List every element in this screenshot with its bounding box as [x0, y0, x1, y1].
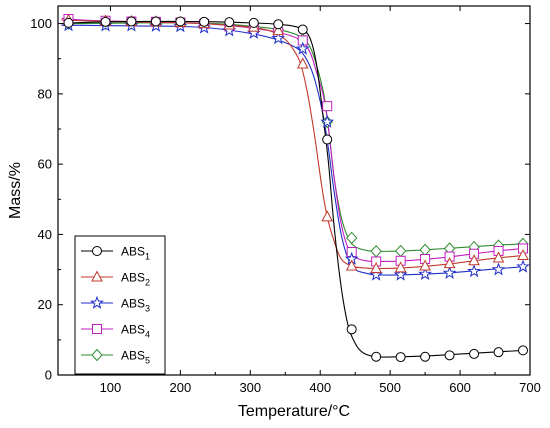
data-point-abs3	[442, 265, 457, 279]
data-point-abs1	[469, 348, 480, 359]
legend-label-abs2: ABS2	[121, 271, 150, 288]
data-point-abs3	[320, 114, 335, 128]
y-tick-label: 80	[38, 86, 52, 101]
x-tick-label: 600	[449, 380, 471, 395]
data-point-abs3	[491, 262, 506, 276]
series-line-abs5	[61, 22, 524, 252]
data-point-abs1	[224, 17, 235, 28]
legend-label-base: ABS	[121, 271, 145, 285]
data-point-abs1	[199, 16, 210, 27]
data-point-abs1	[395, 352, 406, 363]
data-point-abs1	[420, 351, 431, 362]
legend-marker-abs2	[91, 270, 103, 282]
legend-label-subscript: 5	[145, 356, 150, 366]
legend-label-subscript: 2	[145, 278, 150, 288]
data-point-abs5	[419, 243, 431, 257]
data-point-abs3	[271, 31, 286, 45]
y-tick-label: 100	[30, 16, 52, 31]
data-point-abs1	[150, 16, 161, 27]
data-point-abs1	[100, 16, 111, 27]
data-point-abs1	[322, 134, 333, 145]
plot-frame	[57, 5, 531, 376]
data-point-abs3	[516, 259, 530, 273]
series-line-abs4	[61, 17, 524, 263]
data-point-abs3	[467, 264, 481, 278]
data-point-abs1	[346, 324, 357, 335]
legend-label-base: ABS	[121, 349, 145, 363]
y-tick-label: 20	[38, 297, 52, 312]
data-point-abs1	[126, 16, 137, 27]
data-point-abs2	[468, 254, 480, 266]
legend-marker-abs5	[91, 348, 103, 362]
data-point-abs5	[370, 245, 382, 258]
data-point-abs2	[370, 261, 382, 274]
legend-label-abs4: ABS4	[121, 323, 150, 340]
legend-marker-abs1	[92, 246, 102, 256]
data-point-abs1	[175, 16, 186, 27]
legend-label-abs3: ABS3	[121, 297, 150, 314]
y-tick-label: 40	[38, 227, 52, 242]
y-axis-title: Mass/%	[7, 162, 24, 219]
data-point-abs3	[295, 41, 310, 55]
x-tick-label: 500	[379, 380, 401, 395]
data-point-abs1	[297, 24, 308, 35]
data-point-abs3	[418, 266, 433, 281]
y-tick-label: 0	[45, 368, 52, 383]
legend-label-abs1: ABS1	[121, 245, 150, 262]
x-tick-label: 300	[239, 380, 261, 395]
data-point-abs1	[444, 350, 455, 361]
legend-label-base: ABS	[121, 323, 145, 337]
data-point-abs4	[322, 101, 333, 112]
data-point-abs3	[393, 267, 408, 281]
legend-label-subscript: 3	[145, 304, 150, 314]
data-point-abs5	[394, 244, 407, 258]
x-axis-title: Temperature/°C	[238, 403, 350, 420]
legend-marker-abs4	[92, 324, 102, 334]
legend-label-abs5: ABS5	[121, 349, 150, 366]
data-point-abs2	[321, 210, 334, 222]
data-point-abs1	[493, 347, 504, 358]
data-point-abs1	[518, 345, 529, 356]
marker-layer	[61, 13, 530, 363]
data-point-abs2	[345, 259, 358, 271]
data-point-abs1	[371, 351, 382, 362]
legend-label-subscript: 1	[145, 252, 150, 262]
legend-label-subscript: 4	[145, 330, 150, 340]
legend-marker-abs3	[90, 295, 104, 309]
data-point-abs2	[492, 251, 505, 263]
data-point-abs1	[248, 17, 259, 28]
x-tick-label: 200	[170, 380, 192, 395]
data-point-abs2	[296, 57, 309, 69]
data-point-abs1	[273, 19, 284, 30]
data-point-abs2	[419, 259, 431, 271]
data-point-abs5	[346, 231, 358, 245]
ticks-layer: 100 200 300 400 500 600 700 0 20 40 60 80 100	[30, 6, 541, 395]
legend-label-base: ABS	[121, 245, 145, 259]
legend-label-base: ABS	[121, 297, 145, 311]
legend-box	[74, 235, 166, 375]
x-tick-label: 100	[100, 380, 122, 395]
data-point-abs2	[443, 257, 456, 269]
data-point-abs2	[517, 248, 529, 261]
series-line-abs2	[61, 19, 524, 270]
data-point-abs2	[394, 261, 407, 273]
y-tick-label: 60	[38, 157, 52, 172]
x-tick-label: 700	[519, 380, 541, 395]
data-point-abs1	[63, 17, 74, 28]
data-point-abs2	[272, 24, 285, 36]
x-tick-label: 400	[309, 380, 331, 395]
